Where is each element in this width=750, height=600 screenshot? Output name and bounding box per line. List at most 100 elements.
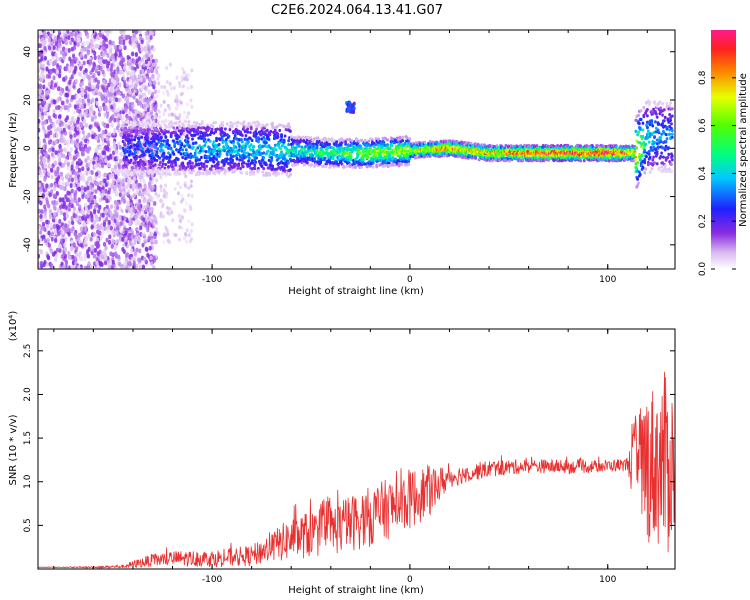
heatmap-ridge-cell bbox=[274, 148, 278, 152]
heatmap-noise-cell bbox=[76, 126, 80, 132]
heatmap-noise-cell bbox=[189, 179, 193, 184]
heatmap-noise-cell bbox=[116, 66, 120, 72]
heatmap-noise-cell bbox=[155, 94, 159, 99]
heatmap-ridge-cell bbox=[241, 165, 245, 169]
heatmap-ridge-cell bbox=[183, 144, 186, 148]
heatmap-noise-cell bbox=[159, 214, 163, 219]
heatmap-noise-cell bbox=[43, 238, 48, 244]
heatmap-noise-cell bbox=[43, 45, 47, 51]
heatmap-noise-cell bbox=[185, 228, 189, 233]
heatmap-ridge-cell bbox=[349, 154, 353, 159]
heatmap-noise-cell bbox=[130, 248, 134, 254]
heatmap-noise-cell bbox=[114, 52, 118, 58]
heatmap-ridge-cell bbox=[261, 123, 265, 127]
heatmap-noise-cell bbox=[102, 64, 106, 70]
heatmap-ridge-cell bbox=[342, 165, 346, 169]
heatmap-ridge-cell bbox=[137, 137, 141, 141]
heatmap-ridge-cell bbox=[165, 168, 169, 172]
heatmap-ridge-cell bbox=[345, 164, 348, 169]
heatmap-ridge-cell bbox=[172, 126, 176, 130]
heatmap-ridge-cell bbox=[168, 155, 172, 159]
heatmap-noise-cell bbox=[165, 194, 169, 199]
heatmap-noise-cell bbox=[68, 103, 72, 108]
heatmap-noise-cell bbox=[39, 229, 43, 235]
heatmap-noise-cell bbox=[85, 170, 89, 176]
heatmap-ridge-cell bbox=[221, 120, 225, 125]
heatmap-noise-cell bbox=[48, 192, 52, 198]
heatmap-ridge-cell bbox=[122, 158, 126, 162]
heatmap-noise-cell bbox=[118, 70, 122, 75]
heatmap-noise-cell bbox=[47, 163, 51, 169]
heatmap-noise-cell bbox=[157, 89, 161, 94]
heatmap-noise-cell bbox=[162, 91, 166, 96]
heatmap-noise-cell bbox=[90, 157, 94, 163]
heatmap-ridge-cell bbox=[121, 139, 125, 144]
heatmap-ridge-cell bbox=[176, 157, 180, 161]
heatmap-noise-cell bbox=[41, 125, 45, 131]
heatmap-noise-cell bbox=[120, 117, 124, 122]
heatmap-noise-cell bbox=[174, 98, 178, 103]
heatmap-ridge-cell bbox=[323, 156, 327, 160]
heatmap-ridge-cell bbox=[276, 135, 280, 139]
heatmap-noise-cell bbox=[41, 193, 45, 198]
heatmap-noise-cell bbox=[47, 45, 52, 51]
heatmap-noise-cell bbox=[113, 185, 117, 191]
heatmap-noise-cell bbox=[84, 122, 88, 128]
heatmap-ridge-cell bbox=[159, 136, 163, 140]
heatmap-ridge-cell bbox=[165, 155, 169, 159]
heatmap-noise-cell bbox=[126, 191, 130, 196]
heatmap-noise-cell bbox=[45, 102, 49, 108]
heatmap-ridge-cell bbox=[166, 138, 169, 143]
heatmap-noise-cell bbox=[39, 249, 43, 255]
heatmap-noise-cell bbox=[150, 261, 154, 266]
heatmap-ridge-cell bbox=[152, 129, 156, 133]
heatmap-noise-cell bbox=[146, 69, 150, 74]
heatmap-noise-cell bbox=[59, 239, 63, 244]
heatmap-noise-cell bbox=[123, 261, 127, 266]
heatmap-ridge-cell bbox=[238, 158, 242, 162]
heatmap-noise-cell bbox=[87, 233, 91, 239]
heatmap-ridge-cell bbox=[224, 169, 227, 173]
heatmap-noise-cell bbox=[69, 183, 73, 189]
heatmap-noise-cell bbox=[62, 212, 66, 217]
heatmap-noise-cell bbox=[58, 248, 62, 253]
heatmap-ridge-cell bbox=[275, 125, 279, 129]
heatmap-noise-cell bbox=[171, 218, 175, 223]
heatmap-noise-cell bbox=[84, 68, 88, 73]
heatmap-ridge-cell bbox=[362, 150, 365, 154]
heatmap-noise-cell bbox=[59, 91, 63, 96]
heatmap-ridge-cell bbox=[244, 124, 248, 128]
heatmap-noise-cell bbox=[91, 244, 95, 250]
heatmap-noise-cell bbox=[70, 74, 74, 80]
heatmap-noise-cell bbox=[42, 169, 46, 175]
heatmap-ridge-cell bbox=[249, 127, 253, 131]
heatmap-noise-cell bbox=[125, 34, 129, 40]
heatmap-noise-cell bbox=[118, 161, 122, 166]
heatmap-ridge-cell bbox=[287, 161, 291, 165]
heatmap-noise-cell bbox=[89, 184, 93, 190]
heatmap-noise-cell bbox=[110, 244, 114, 249]
heatmap-noise-cell bbox=[140, 86, 144, 92]
heatmap-noise-cell bbox=[65, 86, 69, 92]
heatmap-noise-cell bbox=[132, 58, 136, 64]
heatmap-ridge-cell bbox=[314, 152, 318, 157]
heatmap-noise-cell bbox=[142, 179, 146, 184]
heatmap-ridge-cell bbox=[231, 125, 234, 129]
heatmap-noise-cell bbox=[142, 217, 146, 223]
heatmap-noise-cell bbox=[115, 230, 119, 235]
heatmap-noise-cell bbox=[45, 90, 49, 96]
heatmap-noise-cell bbox=[102, 150, 107, 156]
heatmap-noise-cell bbox=[114, 215, 118, 220]
heatmap-ridge-cell bbox=[158, 170, 161, 174]
heatmap-noise-cell bbox=[113, 169, 117, 174]
heatmap-noise-cell bbox=[107, 219, 111, 225]
heatmap-noise-cell bbox=[102, 46, 106, 52]
heatmap-ridge-cell bbox=[248, 156, 251, 160]
heatmap-ridge-cell bbox=[256, 169, 260, 173]
heatmap-ridge-cell bbox=[197, 162, 201, 166]
heatmap-noise-cell bbox=[153, 89, 157, 95]
heatmap-noise-cell bbox=[165, 206, 169, 211]
heatmap-ridge-cell bbox=[327, 145, 331, 149]
heatmap-ridge-cell bbox=[237, 163, 241, 168]
heatmap-noise-cell bbox=[121, 106, 125, 111]
